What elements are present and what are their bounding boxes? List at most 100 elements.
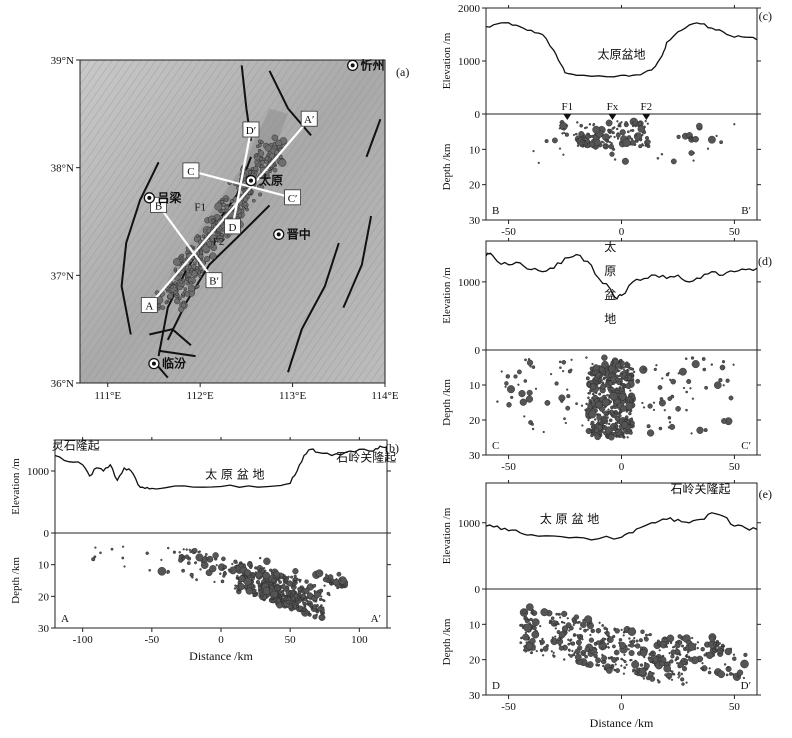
earthquake-point bbox=[743, 652, 748, 657]
earthquake-point bbox=[616, 387, 621, 391]
earthquake-point bbox=[588, 123, 592, 126]
earthquake-point bbox=[726, 666, 729, 669]
earthquake-point bbox=[687, 137, 690, 140]
earthquake-point bbox=[606, 394, 609, 397]
seismic-event bbox=[254, 159, 259, 165]
city-marker-dot bbox=[248, 178, 253, 183]
earthquake-point bbox=[615, 362, 622, 369]
earthquake-point bbox=[665, 645, 669, 648]
earthquake-point bbox=[625, 410, 629, 413]
seismic-event bbox=[209, 252, 217, 260]
earthquake-point bbox=[166, 546, 170, 550]
earthquake-point bbox=[303, 587, 310, 594]
earthquake-point bbox=[609, 135, 612, 138]
profile-endpoint-label: C bbox=[187, 166, 194, 178]
elevation-axis-label: Elevation /m bbox=[441, 267, 453, 324]
x-tick-label: 50 bbox=[729, 461, 741, 473]
seismic-event bbox=[178, 296, 182, 301]
city-label: 晋中 bbox=[287, 226, 311, 241]
earthquake-point bbox=[585, 663, 590, 668]
earthquake-point bbox=[558, 360, 562, 364]
earthquake-point bbox=[209, 565, 217, 573]
earthquake-point bbox=[603, 626, 607, 630]
depth-tick-label: 30 bbox=[469, 215, 481, 227]
earthquake-point bbox=[587, 396, 590, 400]
earthquake-point bbox=[590, 630, 593, 633]
earthquake-point bbox=[613, 649, 620, 656]
earthquake-point bbox=[628, 422, 632, 425]
earthquake-point bbox=[688, 656, 694, 662]
earthquake-point bbox=[523, 623, 532, 632]
elev-tick-label: 1000 bbox=[27, 466, 50, 478]
depth-axis-label: Depth /km bbox=[441, 143, 453, 190]
earthquake-point bbox=[299, 578, 302, 582]
earthquake-point bbox=[529, 365, 532, 368]
earthquake-point bbox=[655, 364, 658, 367]
earthquake-point bbox=[525, 395, 534, 403]
earthquake-point bbox=[729, 647, 732, 650]
earthquake-point bbox=[272, 575, 276, 579]
earthquake-point bbox=[200, 561, 209, 570]
earthquake-point bbox=[620, 628, 623, 631]
earthquake-point bbox=[602, 417, 607, 421]
earthquake-point bbox=[639, 649, 648, 657]
earthquake-point bbox=[197, 550, 200, 554]
earthquake-point bbox=[657, 385, 663, 390]
profile-endpoint-label: D bbox=[229, 222, 237, 234]
earthquake-point bbox=[554, 627, 557, 630]
profile-label-box bbox=[150, 196, 167, 213]
earthquake-point bbox=[623, 660, 627, 664]
earthquake-point bbox=[236, 574, 239, 578]
earthquake-point bbox=[93, 555, 97, 559]
earthquake-point bbox=[656, 678, 659, 682]
earthquake-point bbox=[651, 651, 654, 655]
earthquake-point bbox=[672, 672, 676, 676]
depth-tick-label: 30 bbox=[469, 690, 481, 702]
earthquake-point bbox=[235, 561, 238, 564]
earthquake-point bbox=[566, 388, 569, 391]
earthquake-point bbox=[581, 424, 584, 427]
earthquake-point bbox=[635, 378, 641, 384]
earthquake-point bbox=[613, 424, 617, 428]
x-tick-label: 0 bbox=[619, 701, 625, 713]
earthquake-point bbox=[579, 123, 584, 128]
earthquake-point bbox=[277, 596, 280, 600]
depth-tick-label: 10 bbox=[38, 560, 50, 572]
earthquake-point bbox=[315, 604, 319, 608]
earthquake-point bbox=[626, 436, 629, 439]
earthquake-point bbox=[671, 646, 675, 649]
earthquake-point bbox=[601, 354, 608, 361]
elev-tick-label: 1000 bbox=[458, 277, 481, 289]
earthquake-point bbox=[320, 604, 323, 607]
seismic-event bbox=[180, 253, 185, 258]
earthquake-point bbox=[602, 424, 605, 428]
profile-label-box bbox=[182, 162, 200, 179]
earthquake-point bbox=[719, 648, 723, 652]
earthquake-point bbox=[644, 636, 649, 642]
earthquake-point bbox=[691, 397, 694, 400]
earthquake-point bbox=[674, 658, 678, 662]
earthquake-point bbox=[663, 409, 666, 412]
earthquake-point bbox=[110, 547, 114, 551]
earthquake-point bbox=[274, 598, 278, 601]
earthquake-point bbox=[630, 399, 634, 403]
earthquake-point bbox=[254, 589, 257, 592]
earthquake-point bbox=[619, 383, 622, 386]
earthquake-point bbox=[292, 593, 295, 596]
earthquake-point bbox=[506, 402, 512, 408]
earthquake-point bbox=[629, 129, 633, 132]
earthquake-point bbox=[266, 596, 269, 599]
earthquake-point bbox=[719, 364, 726, 371]
earthquake-point bbox=[670, 670, 674, 673]
x-axis-label: Distance /km bbox=[590, 716, 654, 730]
earthquake-point bbox=[184, 554, 190, 560]
earthquake-point bbox=[659, 661, 665, 667]
earthquake-point bbox=[707, 670, 712, 675]
earthquake-point bbox=[733, 123, 736, 126]
earthquake-point bbox=[685, 390, 689, 394]
earthquake-point bbox=[297, 586, 302, 592]
seismic-event bbox=[200, 269, 205, 274]
earthquake-point bbox=[604, 138, 608, 143]
fault-line bbox=[342, 215, 373, 308]
earthquake-point bbox=[601, 647, 604, 650]
